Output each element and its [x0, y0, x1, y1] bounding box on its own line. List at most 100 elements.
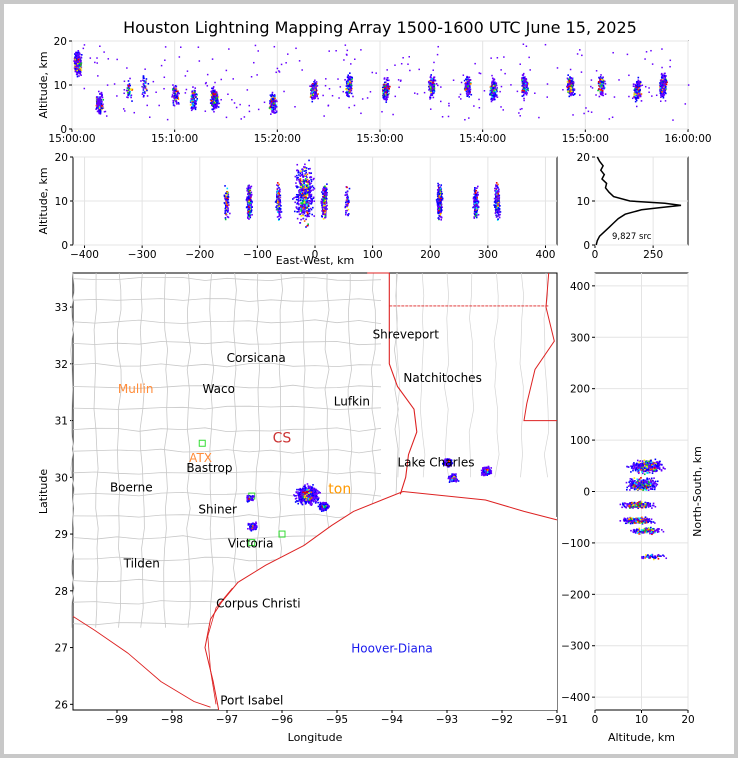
source-point: [659, 100, 662, 102]
source-point: [216, 97, 218, 100]
source-point: [186, 70, 189, 72]
source-point: [493, 81, 495, 84]
source-point: [210, 102, 213, 104]
source-point: [478, 72, 481, 74]
source-point: [78, 63, 81, 66]
source-point: [249, 212, 252, 215]
source-point: [250, 211, 253, 213]
source-point: [664, 100, 667, 102]
source-point: [661, 87, 663, 90]
source-point: [224, 217, 227, 219]
source-point: [308, 215, 310, 218]
source-point: [308, 210, 311, 212]
source-point: [438, 208, 441, 210]
source-point: [465, 84, 468, 86]
source-point: [276, 67, 279, 70]
source-point: [348, 80, 351, 83]
source-point: [313, 91, 316, 94]
source-point: [300, 205, 303, 208]
source-point: [130, 94, 133, 97]
source-point: [317, 93, 319, 95]
source-point: [100, 91, 103, 94]
source-point: [439, 204, 441, 207]
source-point: [521, 91, 524, 93]
source-point: [193, 105, 196, 108]
source-point: [164, 46, 167, 48]
source-point: [599, 85, 602, 87]
source-point: [305, 196, 307, 199]
source-point: [491, 89, 494, 92]
source-point: [145, 78, 148, 80]
source-point: [101, 95, 103, 97]
source-point: [99, 106, 102, 108]
source-point: [523, 99, 525, 102]
source-point: [80, 56, 82, 59]
source-point: [687, 84, 690, 86]
source-point: [142, 94, 145, 97]
source-point: [384, 86, 386, 89]
source-point: [278, 183, 280, 186]
source-point: [325, 208, 327, 210]
source-point: [224, 207, 227, 210]
source-point: [305, 191, 307, 193]
source-point: [127, 92, 129, 94]
source-point: [142, 75, 145, 77]
source-point: [101, 94, 103, 97]
source-point: [142, 77, 145, 79]
source-point: [516, 90, 519, 93]
source-point: [496, 87, 499, 89]
source-point: [350, 84, 352, 86]
source-point: [664, 89, 666, 92]
source-point: [99, 98, 102, 101]
source-point: [348, 187, 351, 190]
source-point: [346, 205, 349, 207]
source-point: [275, 71, 277, 74]
source-point: [190, 109, 193, 112]
source-point: [598, 83, 601, 86]
source-point: [276, 110, 278, 112]
source-point: [651, 95, 653, 97]
source-point: [163, 76, 166, 79]
source-point: [304, 178, 307, 180]
source-point: [600, 80, 603, 83]
source-point: [171, 96, 173, 98]
source-point: [639, 95, 642, 98]
source-point: [526, 83, 529, 86]
source-point: [662, 83, 665, 85]
source-point: [491, 77, 494, 80]
source-point: [635, 91, 638, 94]
source-point: [441, 116, 444, 118]
source-point: [301, 185, 304, 188]
source-point: [126, 67, 128, 69]
source-point: [432, 89, 435, 92]
source-point: [246, 89, 249, 91]
source-point: [212, 100, 214, 103]
source-point: [436, 189, 439, 191]
source-point: [663, 89, 665, 91]
source-point: [346, 54, 348, 56]
source-point: [437, 205, 439, 208]
source-point: [191, 105, 194, 107]
source-point: [224, 202, 226, 205]
source-point: [194, 102, 196, 104]
source-point: [495, 95, 497, 98]
source-point: [210, 94, 213, 96]
source-point: [214, 105, 216, 107]
source-point: [569, 87, 571, 89]
source-point: [142, 89, 145, 91]
source-point: [178, 56, 181, 58]
source-point: [568, 84, 570, 87]
source-point: [305, 201, 308, 204]
source-point: [429, 84, 432, 87]
source-point: [243, 116, 246, 118]
source-point: [247, 195, 250, 198]
source-point: [490, 98, 492, 101]
source-point: [78, 75, 80, 77]
source-point: [99, 101, 102, 103]
source-point: [310, 88, 313, 91]
source-point: [348, 201, 350, 204]
source-point: [76, 51, 78, 54]
source-point: [228, 48, 230, 50]
source-point: [576, 53, 579, 55]
source-point: [269, 108, 272, 110]
